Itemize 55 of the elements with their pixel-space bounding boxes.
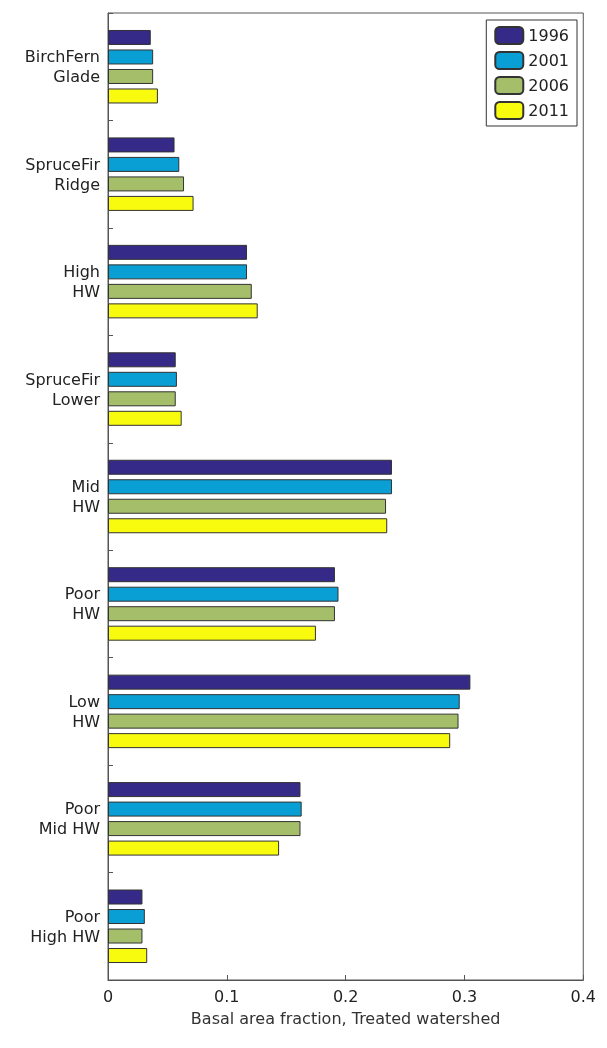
bar — [108, 410, 182, 426]
bar — [108, 29, 151, 45]
bar — [108, 821, 301, 837]
bar — [108, 782, 301, 798]
bar — [108, 606, 335, 622]
bar — [108, 156, 180, 172]
bar — [108, 694, 460, 710]
y-tick-label: Low HW — [68, 691, 101, 731]
bar — [108, 733, 451, 749]
y-tick-label: Poor HW — [64, 584, 101, 624]
y-tick-label: Mid HW — [71, 477, 101, 516]
bar — [108, 391, 176, 407]
x-tick-label: 0.3 — [451, 986, 478, 1006]
bar — [108, 889, 143, 905]
bar — [108, 948, 148, 964]
bar — [108, 283, 252, 299]
bar — [108, 303, 258, 319]
x-tick-label: 0.4 — [570, 986, 596, 1006]
legend-label: 2011 — [528, 101, 569, 120]
bar — [108, 195, 194, 211]
bar — [108, 479, 392, 495]
y-tick-label: High HW — [63, 262, 101, 302]
bar — [108, 244, 248, 260]
bar — [108, 264, 248, 280]
bar — [108, 371, 177, 387]
legend-label: 2006 — [528, 76, 569, 95]
bar — [108, 909, 145, 925]
bar — [108, 801, 302, 817]
y-tick-label: BirchFern Glade — [24, 47, 100, 87]
bar — [108, 176, 185, 192]
legend-label: 1996 — [528, 26, 569, 45]
bar — [108, 586, 339, 602]
bar — [108, 49, 154, 65]
bar — [108, 625, 316, 641]
x-tick-label: 0.1 — [214, 986, 240, 1006]
bar — [108, 674, 471, 690]
x-axis-title: Basal area fraction, Treated watershed — [190, 1008, 501, 1028]
bar — [108, 352, 176, 368]
bar — [108, 137, 175, 153]
y-tick-label: Poor Mid HW — [38, 799, 101, 839]
bar — [108, 840, 280, 856]
y-tick-label: Poor High HW — [30, 906, 101, 946]
legend-label: 2001 — [528, 51, 569, 70]
x-tick-label: 0 — [102, 986, 114, 1006]
x-tick-label: 0.2 — [332, 986, 359, 1006]
bar — [108, 713, 459, 729]
bar — [108, 518, 388, 534]
bar — [108, 88, 158, 104]
bar — [108, 498, 387, 514]
bar — [108, 928, 143, 944]
bar — [108, 567, 335, 583]
bar — [108, 459, 392, 475]
bar — [108, 68, 154, 84]
y-tick-label: SpruceFir Ridge — [25, 154, 101, 194]
y-tick-label: SpruceFir Lower — [25, 369, 101, 409]
